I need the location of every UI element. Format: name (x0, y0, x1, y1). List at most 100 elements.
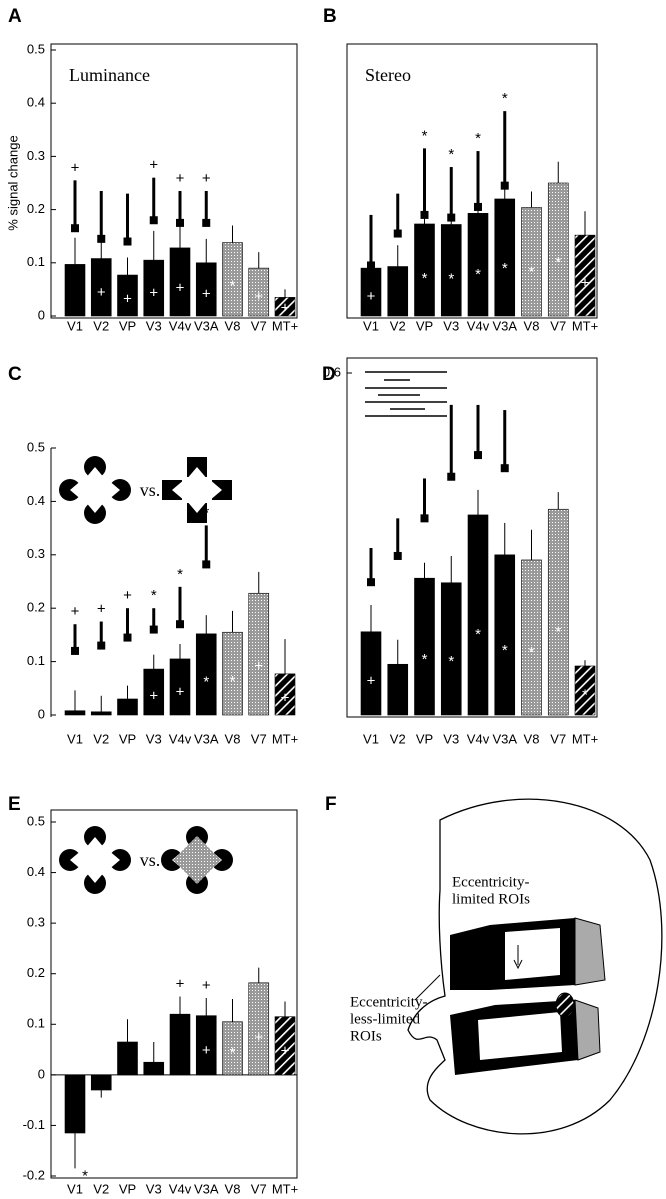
bar (64, 264, 86, 317)
bar (547, 508, 569, 716)
bar-symbol: * (502, 642, 508, 659)
decorations (365, 371, 663, 1135)
x-tick-label: V1 (67, 1181, 83, 1196)
x-tick-label: V4v (169, 1181, 192, 1196)
marker (447, 213, 456, 222)
bar-symbol: + (123, 291, 132, 308)
marker (149, 625, 158, 634)
bar-symbol: + (149, 688, 158, 705)
bar-symbol: * (448, 270, 454, 287)
x-tick-label: V1 (67, 731, 83, 746)
x-tick-label: V4v (169, 731, 192, 746)
significance-symbol: * (475, 130, 481, 147)
inducer-mouth (107, 479, 120, 501)
bar-symbol: * (582, 686, 588, 703)
x-tick-label: V3 (443, 318, 459, 333)
marker (367, 578, 375, 587)
bar-symbol: * (475, 266, 481, 283)
inducer-mouth (84, 500, 106, 513)
bar (547, 182, 569, 317)
bar (467, 514, 489, 716)
y-tick-label: 0.1 (27, 254, 45, 269)
x-tick-label: V3A (194, 318, 219, 333)
y-tick-label: 0.4 (27, 864, 45, 879)
marker (71, 224, 79, 233)
inducer-mouth (186, 500, 208, 513)
marker (176, 218, 184, 227)
x-tick-label: V8 (524, 318, 540, 333)
bar-symbol: * (529, 644, 535, 661)
bar-symbol: + (581, 275, 590, 292)
panel-label: C (8, 364, 22, 385)
marker (393, 551, 402, 560)
marker (420, 210, 429, 219)
x-tick-label: V7 (251, 1181, 267, 1196)
y-tick-label: 0.5 (27, 439, 45, 454)
bar-symbol: * (230, 1045, 236, 1062)
y-tick-label: 0.5 (27, 41, 45, 56)
x-tick-label: VP (119, 318, 136, 333)
shape (574, 917, 606, 986)
bar (414, 577, 435, 716)
significance-symbol: * (82, 1167, 88, 1184)
bar-symbol: * (448, 653, 454, 670)
shape (505, 928, 560, 980)
significance-symbol: + (176, 170, 185, 187)
panel-label: E (8, 794, 21, 815)
bar-symbol: + (281, 690, 290, 707)
marker (123, 633, 132, 642)
bar-symbol: + (176, 684, 185, 701)
x-tick-label: VP (416, 731, 433, 746)
x-tick-label: V4v (169, 318, 192, 333)
y-tick-label: 0.1 (27, 653, 45, 668)
bar (248, 592, 270, 716)
bar-symbol: * (230, 278, 236, 295)
x-tick-label: V4v (467, 731, 490, 746)
y-tick-label: -0.1 (23, 1117, 45, 1132)
x-tick-label: VP (119, 731, 136, 746)
significance-symbol: * (151, 587, 157, 604)
shape (555, 992, 575, 1018)
marker (97, 234, 106, 243)
bar-symbol: * (529, 264, 535, 281)
panel-title: Stereo (365, 65, 411, 85)
x-tick-label: V8 (524, 731, 540, 746)
x-tick-label: MT+ (272, 318, 298, 333)
diagram-label: ROIs (350, 1028, 382, 1044)
shape (574, 999, 601, 1061)
bar-symbol: * (502, 260, 508, 277)
bar-symbol: + (367, 288, 376, 305)
x-tick-label: V3 (443, 731, 459, 746)
marker (500, 181, 509, 190)
bar (117, 698, 138, 716)
x-tick-label: V2 (390, 731, 406, 746)
y-tick-label: 0.3 (27, 915, 45, 930)
x-tick-label: V1 (67, 318, 83, 333)
inducer-mouth (84, 870, 106, 883)
y-tick-label: 0 (38, 307, 45, 322)
y-tick-label: 0.2 (27, 600, 45, 615)
significance-symbol: + (97, 601, 106, 618)
marker (97, 641, 106, 650)
significance-symbol: + (176, 975, 185, 992)
annotation: vs. (140, 480, 161, 500)
x-tick-label: VP (416, 318, 433, 333)
bar-symbol: + (97, 284, 106, 301)
x-tick-label: V8 (225, 731, 241, 746)
significance-symbol: * (177, 566, 183, 583)
marker (500, 464, 509, 473)
marker (202, 560, 211, 569)
y-tick-label: 0.4 (27, 493, 45, 508)
bar-symbol: + (281, 1043, 290, 1060)
x-tick-label: V3A (492, 731, 517, 746)
diagram-label: Eccentricity- (452, 874, 529, 890)
bar (64, 1074, 86, 1134)
y-tick-label: 0.1 (27, 1016, 45, 1031)
marker (149, 216, 158, 225)
diagram-label: limited ROIs (452, 891, 530, 907)
bar-symbol: + (202, 286, 211, 303)
bar (387, 663, 409, 716)
annotation: vs. (140, 850, 161, 870)
